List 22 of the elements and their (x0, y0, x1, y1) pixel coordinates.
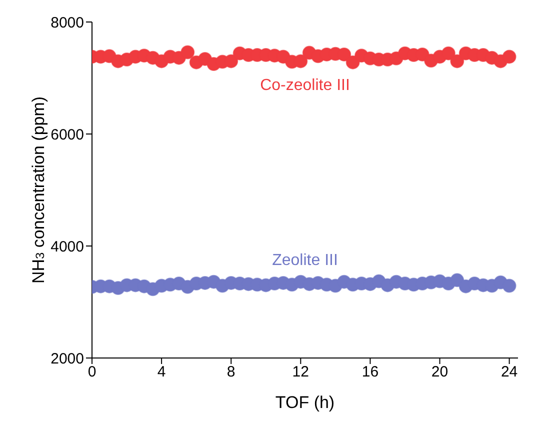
x-tick-label: 8 (226, 364, 236, 381)
x-axis-title: TOF (h) (275, 393, 335, 412)
x-tick-label: 16 (362, 364, 379, 381)
point (502, 50, 516, 64)
x-tick-label: 24 (500, 364, 518, 381)
point (337, 47, 352, 62)
point (441, 46, 456, 60)
x-tick-label: 0 (88, 364, 96, 381)
annotation: Zeolite III (272, 252, 338, 269)
annotation: Co-zeolite III (260, 77, 350, 94)
point (224, 54, 238, 68)
y-tick-label: 8000 (50, 14, 84, 32)
y-tick-label: 6000 (50, 126, 84, 144)
point (294, 54, 308, 68)
y-tick-label: 4000 (50, 238, 84, 256)
x-tick-label: 4 (157, 364, 166, 381)
x-tick-label: 20 (431, 364, 448, 381)
x-tick-label: 12 (292, 364, 309, 381)
point (502, 278, 516, 293)
y-tick-label: 2000 (50, 350, 84, 368)
point (180, 45, 195, 60)
point (450, 54, 464, 68)
